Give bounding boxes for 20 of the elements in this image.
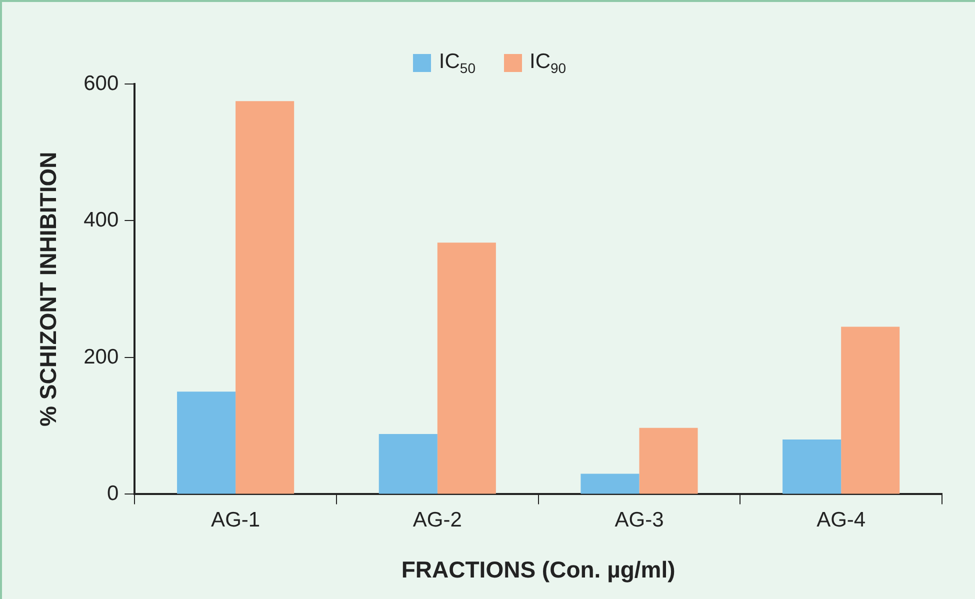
bar <box>841 326 900 494</box>
x-tick-label: AG-2 <box>412 508 462 532</box>
bar <box>378 434 438 494</box>
bar <box>437 242 496 494</box>
legend-label: IC$_{90}$ <box>530 50 566 76</box>
y-axis-title: % SCHIZONT INHIBITION <box>35 152 62 426</box>
bar <box>236 101 294 494</box>
x-tick-label: AG-4 <box>816 508 866 532</box>
x-axis-title: FRACTIONS (Con. µg/ml) <box>401 556 676 583</box>
bar <box>639 428 698 494</box>
bar <box>580 474 640 494</box>
y-tick-label: 600 <box>84 72 119 95</box>
bar <box>177 392 236 494</box>
y-tick-label: 200 <box>84 345 119 368</box>
legend-label: IC$_{50}$ <box>438 50 476 76</box>
y-tick-label: 400 <box>84 208 119 232</box>
x-tick-label: AG-3 <box>614 508 664 532</box>
bar <box>782 440 842 494</box>
x-tick-label: AG-1 <box>211 508 260 532</box>
y-tick-label: 0 <box>106 482 119 505</box>
